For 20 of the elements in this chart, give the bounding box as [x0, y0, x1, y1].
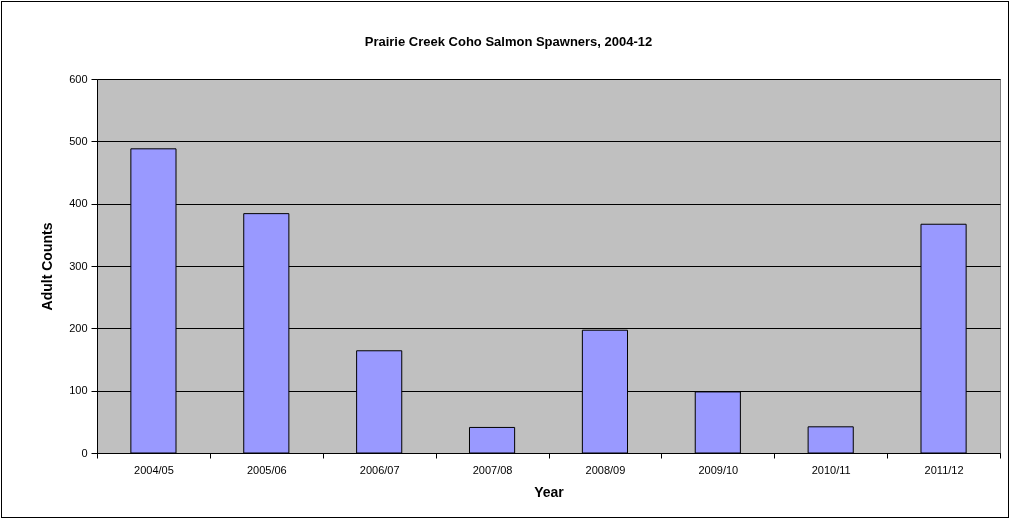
- y-tick-label: 300: [69, 259, 88, 272]
- y-tick-label: 600: [69, 72, 88, 85]
- y-tick-label: 100: [69, 384, 88, 397]
- x-tick-label: 2008/09: [585, 463, 626, 476]
- x-tick-label: 2006/07: [359, 463, 400, 476]
- x-tick-label: 2005/06: [246, 463, 287, 476]
- bar: [807, 426, 854, 454]
- y-tick-label: 0: [81, 446, 88, 459]
- y-tick-label: 200: [69, 321, 88, 334]
- y-tick-label: 500: [69, 134, 88, 147]
- x-tick-label: 2010/11: [811, 463, 851, 476]
- x-axis-title: Year: [534, 483, 565, 500]
- bar: [468, 426, 516, 454]
- chart-title: Prairie Creek Coho Salmon Spawners, 2004-12: [364, 34, 653, 49]
- x-tick-label: 2011/12: [924, 463, 964, 476]
- y-tick-label: 400: [69, 197, 88, 210]
- x-tick-label: 2007/08: [472, 463, 513, 476]
- x-tick-label: 2004/05: [134, 463, 174, 476]
- x-tick-label: 2009/10: [698, 463, 739, 476]
- y-axis-title: Adult Counts: [39, 222, 56, 311]
